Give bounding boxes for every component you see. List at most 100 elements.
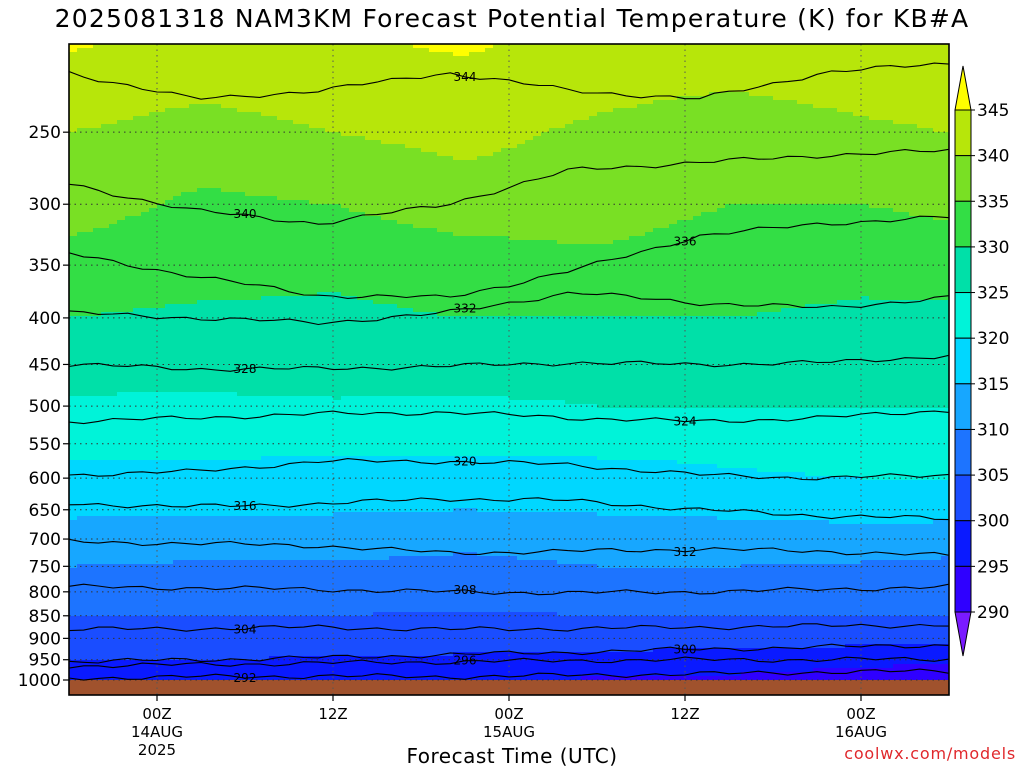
heat-cell bbox=[253, 176, 262, 181]
heat-cell bbox=[765, 124, 774, 129]
heat-cell bbox=[69, 56, 78, 61]
heat-cell bbox=[853, 204, 862, 209]
heat-cell bbox=[805, 212, 814, 217]
heat-cell bbox=[813, 64, 822, 69]
heat-cell bbox=[789, 180, 798, 185]
heat-cell bbox=[685, 140, 694, 145]
heat-cell bbox=[877, 112, 886, 117]
heat-cell bbox=[557, 128, 566, 133]
heat-cell bbox=[549, 180, 558, 185]
heat-cell bbox=[677, 176, 686, 181]
heat-cell bbox=[413, 64, 422, 69]
heat-cell bbox=[861, 188, 870, 193]
heat-cell bbox=[549, 160, 558, 165]
heat-cell bbox=[397, 108, 406, 113]
heat-cell bbox=[637, 72, 646, 77]
heat-cell bbox=[213, 52, 222, 57]
heat-cell bbox=[293, 168, 302, 173]
heat-cell bbox=[645, 128, 654, 133]
heat-cell bbox=[381, 144, 390, 149]
heat-cell bbox=[725, 184, 734, 189]
heat-cell bbox=[157, 104, 166, 109]
heat-cell bbox=[389, 176, 398, 181]
heat-cell bbox=[861, 100, 870, 105]
heat-cell bbox=[837, 164, 846, 169]
heat-cell bbox=[885, 160, 894, 165]
heat-cell bbox=[221, 84, 230, 89]
heat-cell bbox=[405, 56, 414, 61]
heat-cell bbox=[701, 84, 710, 89]
heat-cell bbox=[165, 92, 174, 97]
heat-cell bbox=[685, 60, 694, 65]
heat-cell bbox=[477, 80, 486, 85]
heat-cell bbox=[589, 104, 598, 109]
heat-cell bbox=[581, 76, 590, 81]
heat-cell bbox=[189, 132, 198, 137]
heat-cell bbox=[173, 88, 182, 93]
heat-cell bbox=[549, 52, 558, 57]
heat-cell bbox=[405, 84, 414, 89]
heat-cell bbox=[477, 132, 486, 137]
heat-cell bbox=[813, 216, 822, 221]
heat-cell bbox=[941, 44, 949, 49]
heat-cell bbox=[493, 92, 502, 97]
heat-cell bbox=[357, 224, 366, 229]
heat-cell bbox=[797, 212, 806, 217]
heat-cell bbox=[861, 120, 870, 125]
heat-cell bbox=[349, 152, 358, 157]
heat-cell bbox=[333, 48, 342, 53]
heat-cell bbox=[85, 124, 94, 129]
heat-cell bbox=[653, 176, 662, 181]
heat-cell bbox=[237, 144, 246, 149]
heat-cell bbox=[237, 224, 246, 229]
heat-cell bbox=[213, 200, 222, 205]
heat-cell bbox=[581, 212, 590, 217]
heat-cell bbox=[693, 64, 702, 69]
heat-cell bbox=[213, 60, 222, 65]
heat-cell bbox=[517, 212, 526, 217]
heat-cell bbox=[85, 140, 94, 145]
heat-cell bbox=[189, 48, 198, 53]
heat-cell bbox=[829, 84, 838, 89]
heat-cell bbox=[221, 176, 230, 181]
heat-cell bbox=[885, 164, 894, 169]
heat-cell bbox=[613, 120, 622, 125]
heat-cell bbox=[589, 156, 598, 161]
heat-cell bbox=[789, 52, 798, 57]
heat-cell bbox=[117, 128, 126, 133]
heat-cell bbox=[277, 56, 286, 61]
heat-cell bbox=[877, 84, 886, 89]
heat-cell bbox=[685, 216, 694, 221]
heat-cell bbox=[885, 76, 894, 81]
heat-cell bbox=[709, 156, 718, 161]
heat-cell bbox=[533, 184, 542, 189]
heatmap-layer bbox=[69, 44, 949, 681]
heat-cell bbox=[765, 72, 774, 77]
heat-cell bbox=[581, 44, 590, 49]
heat-cell bbox=[341, 76, 350, 81]
heat-cell bbox=[341, 176, 350, 181]
heat-cell bbox=[733, 152, 742, 157]
heat-cell bbox=[205, 212, 214, 217]
heat-cell bbox=[549, 120, 558, 125]
heat-cell bbox=[389, 188, 398, 193]
heat-cell bbox=[205, 160, 214, 165]
heat-cell bbox=[469, 116, 478, 121]
heat-cell bbox=[261, 172, 270, 177]
heat-cell bbox=[373, 128, 382, 133]
heat-cell bbox=[117, 176, 126, 181]
heat-cell bbox=[685, 204, 694, 209]
heat-cell bbox=[421, 96, 430, 101]
heat-cell bbox=[501, 56, 510, 61]
heat-cell bbox=[645, 60, 654, 65]
heat-cell bbox=[317, 168, 326, 173]
heat-cell bbox=[397, 60, 406, 65]
heat-cell bbox=[733, 136, 742, 141]
heat-cell bbox=[397, 144, 406, 149]
heat-cell bbox=[277, 88, 286, 93]
heat-cell bbox=[517, 220, 526, 225]
heat-cell bbox=[733, 68, 742, 73]
heat-cell bbox=[709, 128, 718, 133]
heat-cell bbox=[773, 108, 782, 113]
heat-cell bbox=[373, 156, 382, 161]
